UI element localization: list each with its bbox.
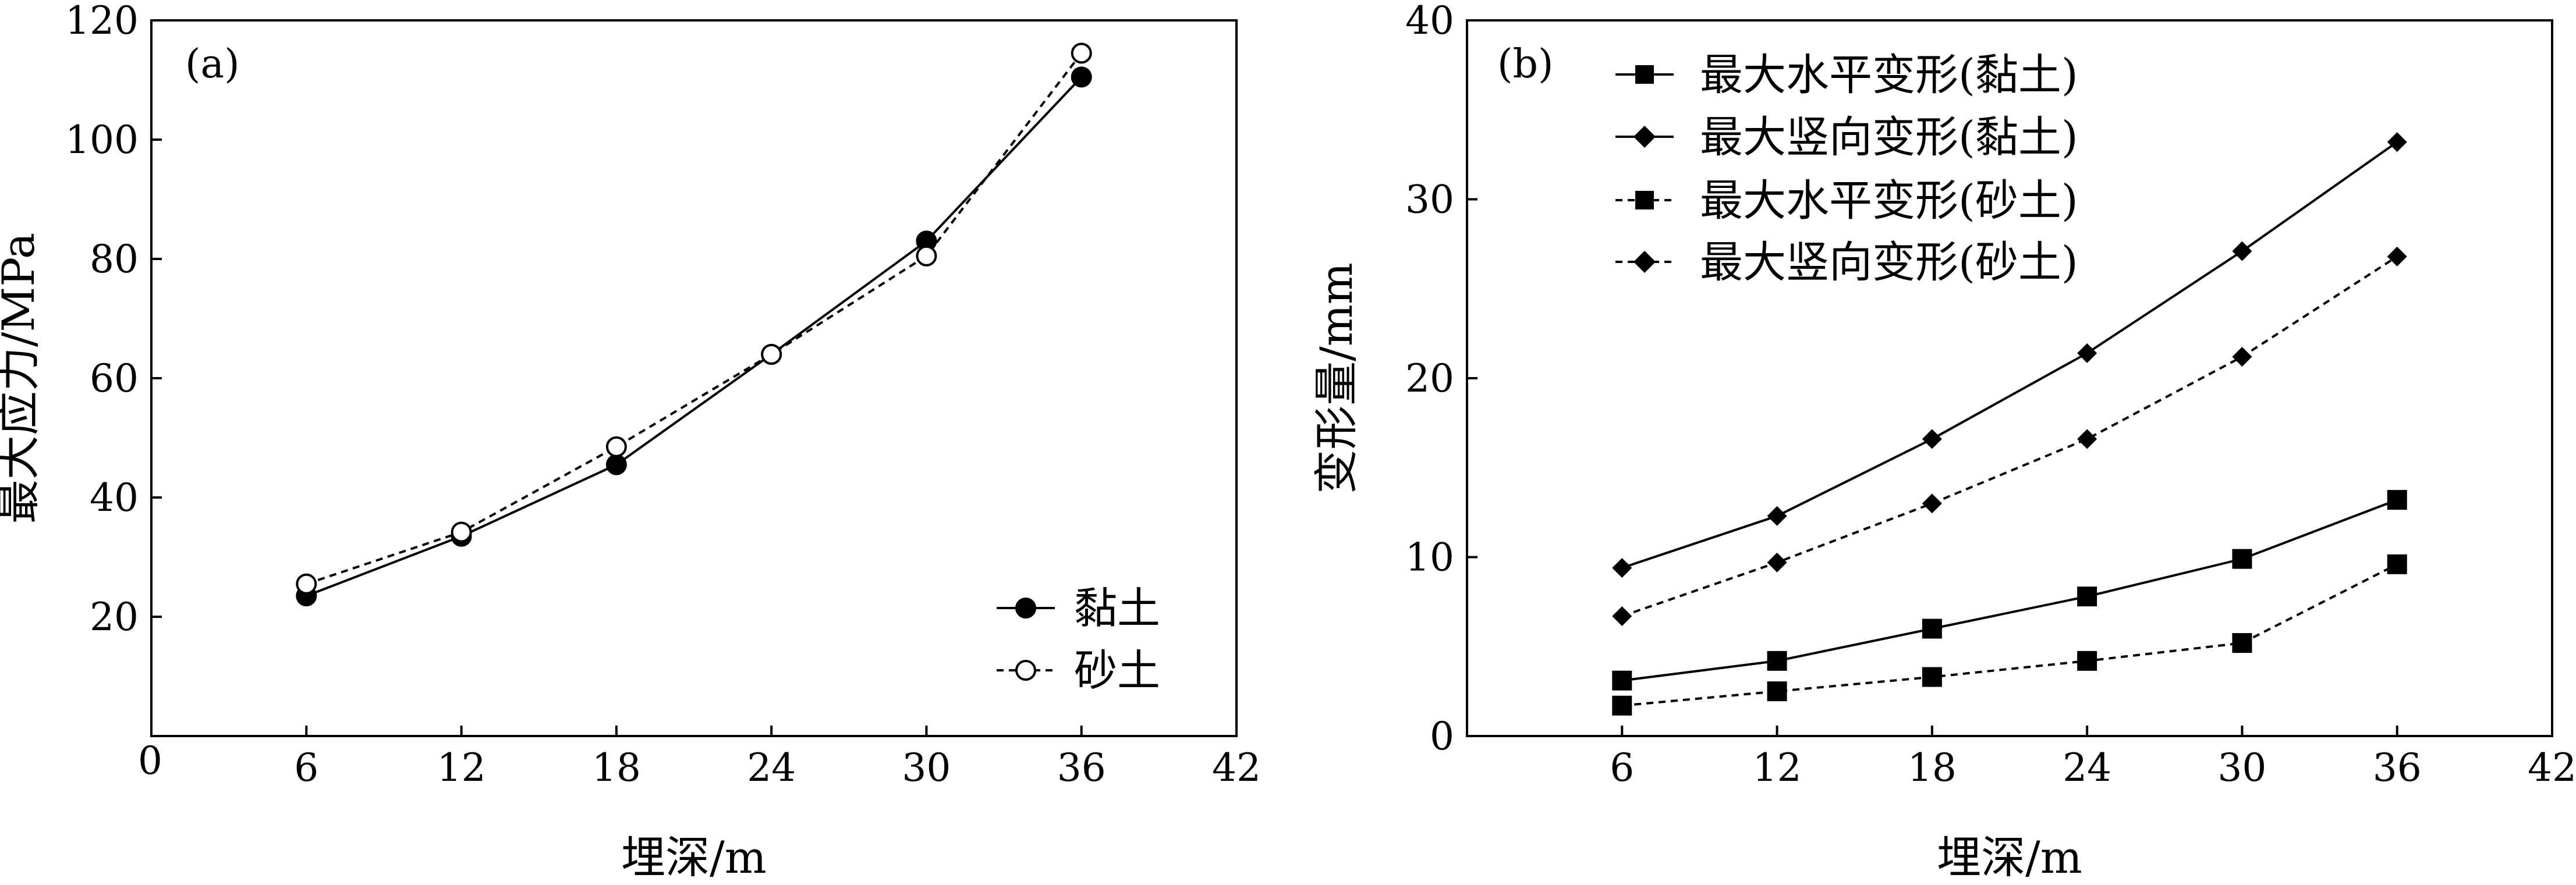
panel-b-series-0-point [1767, 651, 1787, 671]
panel-b-y-tick-label: 0 [1430, 714, 1454, 759]
panel-b-x-axis-title: 埋深/m [1937, 831, 2082, 883]
panel-a-x-tick-label: 30 [902, 745, 951, 790]
panel-a-y-tick-label: 20 [90, 595, 139, 639]
legend-label-hclay: 最大水平变形(黏土) [1700, 50, 2078, 100]
panel-b-series-3-point [1922, 493, 1942, 514]
panel-b-x-tick-label: 18 [1908, 745, 1957, 790]
panel-b-series-2-point [1612, 695, 1632, 716]
panel-a-y-tick-label: 120 [65, 0, 139, 43]
legend-marker-vsand [1634, 251, 1656, 273]
panel-b-series-0-point [2077, 587, 2097, 607]
panel-b-series-3-point [2387, 246, 2407, 266]
panel-a-x-tick-label: 36 [1057, 745, 1106, 790]
panel-b-series-3-point [1612, 606, 1632, 626]
panel-b-series-2-point [1767, 681, 1787, 702]
panel-a-series-1-point [761, 344, 782, 365]
panel-b-label: (b) [1497, 41, 1554, 87]
panel-b-series-3-point [2232, 347, 2252, 367]
panel-b-y-tick-label: 10 [1405, 535, 1454, 580]
panel-b-x-tick-label: 12 [1753, 745, 1802, 790]
legend-marker-hsand [1635, 191, 1654, 209]
panel-b-x-tick-label: 30 [2217, 745, 2266, 790]
legend-marker-clay [1015, 598, 1036, 619]
panel-b-series-2-point [1922, 667, 1942, 687]
legend-label-vclay: 最大竖向变形(黏土) [1700, 112, 2078, 162]
panel-b-series-0-point [1612, 670, 1632, 691]
panel-b-y-tick-label: 40 [1405, 0, 1454, 43]
panel-b-series-0-point [2387, 490, 2407, 510]
panel-b-series-2-point [2232, 633, 2252, 653]
panel-a-ticks: 6 12 18 24 30 36 42 20 40 60 80 100 120 [65, 0, 1261, 790]
panel-a-series-1-point [296, 573, 317, 595]
panel-a-y-tick-label: 60 [90, 356, 139, 401]
panel-b-series-1-point [2077, 343, 2097, 363]
panel-b-ticks: 6 12 18 24 30 36 42 0 10 20 30 40 [1405, 0, 2576, 790]
panel-b-series-3-point [2077, 429, 2097, 449]
legend-marker-vclay [1634, 126, 1656, 148]
panel-b-series-line-1 [1621, 141, 2398, 569]
panel-b-y-tick-label: 20 [1405, 356, 1454, 401]
panel-b-series-0-point [2232, 549, 2252, 569]
panel-a-series-1-point [916, 245, 937, 266]
panel-a-stress-chart: (a) 埋深/m 最大应力/MPa 0 6 12 18 24 30 36 42 20 40 60 8… [0, 0, 1261, 883]
panel-b-series-2-point [2077, 651, 2097, 671]
panel-b-y-axis-title: 变形量/mm [1310, 262, 1362, 494]
panel-a-y-tick-label: 100 [65, 118, 139, 162]
panel-b-series-1-point [2387, 132, 2407, 152]
panel-b-x-tick-label: 36 [2373, 745, 2422, 790]
panel-a-x-tick-label: 24 [747, 745, 796, 790]
panel-b-series-line-3 [1621, 255, 2398, 617]
legend-marker-hclay [1635, 65, 1654, 84]
panel-a-x-tick-label: 42 [1212, 745, 1261, 790]
legend-label-clay: 黏土 [1074, 584, 1160, 634]
panel-a-legend: 黏土 砂土 [997, 584, 1160, 696]
panel-b-y-tick-label: 30 [1405, 177, 1454, 222]
panel-a-series-layer [296, 42, 1092, 607]
panel-a-x-tick-label: 18 [592, 745, 641, 790]
panel-b-deformation-chart: (b) 埋深/m 变形量/mm 6 12 18 24 30 36 42 0 10 20 30 40 最… [1310, 0, 2576, 883]
panel-b-x-tick-label: 6 [1610, 745, 1634, 790]
panel-a-x-origin-label: 0 [138, 738, 162, 783]
panel-a-series-1-point [1071, 42, 1092, 64]
panel-a-x-tick-label: 12 [437, 745, 486, 790]
panel-a-series-line-1 [306, 52, 1083, 585]
panel-a-series-0-point [605, 454, 627, 475]
legend-label-hsand: 最大水平变形(砂土) [1700, 176, 2078, 226]
panel-b-series-layer [1612, 132, 2407, 716]
panel-a-series-1-point [451, 521, 472, 543]
legend-label-sand: 砂土 [1074, 646, 1160, 696]
panel-b-series-0-point [1922, 619, 1942, 639]
panel-b-series-1-point [2232, 241, 2252, 261]
panel-a-label: (a) [185, 41, 240, 87]
panel-b-series-line-2 [1622, 563, 2398, 707]
panel-a-series-1-point [605, 436, 627, 457]
panel-b-series-2-point [2387, 554, 2407, 574]
legend-marker-sand [1015, 660, 1036, 681]
legend-label-vsand: 最大竖向变形(砂土) [1700, 237, 2078, 287]
panel-a-series-0-point [1071, 66, 1092, 88]
panel-a-y-tick-label: 40 [90, 475, 139, 520]
panel-a-x-axis-title: 埋深/m [621, 831, 767, 883]
panel-b-series-1-point [1922, 429, 1942, 449]
panel-b-legend: 最大水平变形(黏土) 最大竖向变形(黏土) 最大水平变形(砂土) 最大竖向变形(… [1615, 50, 2078, 287]
panel-b-series-3-point [1767, 552, 1787, 573]
panel-a-y-tick-label: 80 [90, 237, 139, 282]
panel-b-series-line-0 [1622, 499, 2398, 682]
panel-a-x-tick-label: 6 [294, 745, 318, 790]
panel-b-x-tick-label: 42 [2528, 745, 2576, 790]
panel-b-series-1-point [1767, 506, 1787, 526]
panel-b-series-1-point [1612, 557, 1632, 578]
panel-a-y-axis-title: 最大应力/MPa [0, 233, 44, 524]
panel-a-series-line-0 [306, 76, 1083, 597]
panel-b-x-tick-label: 24 [2063, 745, 2111, 790]
